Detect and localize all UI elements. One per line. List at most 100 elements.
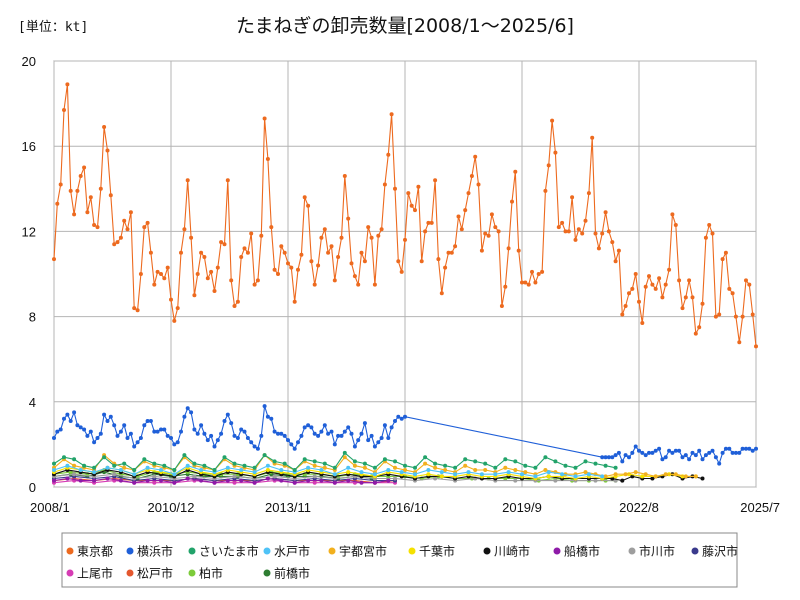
data-point	[647, 274, 651, 279]
data-point	[235, 299, 240, 304]
data-point	[322, 227, 327, 232]
data-point	[449, 250, 454, 255]
data-point	[376, 440, 381, 445]
legend-label: 前橋市	[274, 566, 310, 581]
data-point	[707, 450, 712, 455]
data-point	[413, 472, 417, 477]
data-point	[620, 312, 625, 317]
data-point	[382, 182, 387, 187]
data-point	[583, 218, 588, 223]
data-point	[135, 308, 140, 313]
data-point	[202, 255, 207, 259]
data-point	[372, 282, 377, 287]
legend-swatch	[691, 547, 699, 555]
data-point	[232, 480, 237, 485]
data-point	[135, 440, 140, 445]
data-point	[299, 252, 304, 257]
data-point	[219, 240, 224, 245]
data-point	[145, 419, 150, 423]
data-point	[643, 284, 648, 289]
legend-label: 市川市	[639, 544, 675, 559]
data-point	[265, 468, 270, 472]
data-point	[162, 427, 167, 432]
data-point	[302, 425, 307, 430]
data-point	[252, 480, 257, 485]
data-point	[513, 478, 518, 483]
data-point	[125, 227, 130, 232]
plot-area	[52, 82, 758, 485]
data-point	[165, 433, 170, 438]
data-point	[633, 470, 638, 475]
data-point	[118, 429, 123, 434]
data-point	[309, 259, 314, 264]
data-point	[660, 457, 665, 462]
data-point	[600, 455, 605, 460]
data-point	[162, 276, 167, 281]
data-point	[159, 272, 163, 276]
data-point	[322, 461, 327, 466]
data-point	[78, 478, 83, 483]
data-point	[393, 459, 397, 464]
data-point	[570, 195, 575, 200]
data-point	[493, 225, 498, 230]
data-point	[723, 250, 728, 255]
data-point	[115, 240, 120, 245]
data-point	[312, 474, 317, 479]
data-point	[366, 225, 371, 230]
data-point	[78, 425, 83, 430]
data-point	[319, 468, 324, 472]
data-point	[312, 459, 317, 464]
data-point	[627, 455, 631, 460]
data-point	[513, 459, 518, 464]
data-point	[680, 306, 685, 311]
data-point	[523, 463, 528, 468]
data-point	[496, 229, 501, 234]
data-point	[292, 468, 297, 472]
data-point	[382, 423, 387, 428]
data-point	[118, 478, 123, 483]
data-point	[352, 444, 357, 449]
data-point	[205, 276, 210, 281]
data-point	[533, 280, 538, 285]
data-point	[212, 480, 217, 485]
data-point	[469, 174, 474, 178]
data-point	[637, 448, 641, 453]
data-point	[265, 463, 270, 468]
data-point	[212, 468, 217, 472]
data-point	[52, 478, 56, 483]
data-point	[553, 150, 558, 155]
data-point	[516, 248, 521, 253]
data-point	[747, 446, 752, 451]
legend-swatch	[263, 547, 271, 555]
data-point	[680, 455, 685, 460]
data-point	[543, 468, 548, 472]
data-point	[653, 474, 658, 479]
data-point	[453, 472, 458, 477]
data-point	[309, 425, 314, 430]
data-point	[576, 227, 581, 232]
data-point	[366, 438, 371, 443]
series-横浜市	[52, 404, 758, 466]
data-point	[603, 455, 608, 460]
data-point	[586, 472, 591, 477]
legend-label: 川崎市	[494, 544, 530, 559]
data-point	[506, 470, 511, 475]
data-point	[403, 468, 407, 472]
data-point	[192, 293, 197, 298]
data-point	[510, 199, 514, 204]
x-tick-label: 2010/12	[148, 500, 195, 515]
data-point	[112, 423, 117, 428]
data-point	[339, 433, 344, 438]
data-point	[88, 429, 93, 434]
data-point	[92, 478, 97, 483]
data-point	[152, 480, 157, 485]
data-point	[463, 208, 468, 213]
data-point	[523, 280, 528, 285]
data-point	[439, 470, 444, 475]
data-point	[540, 269, 545, 274]
data-point	[179, 429, 183, 434]
data-point	[683, 295, 688, 300]
data-point	[399, 416, 404, 421]
data-point	[85, 210, 90, 215]
